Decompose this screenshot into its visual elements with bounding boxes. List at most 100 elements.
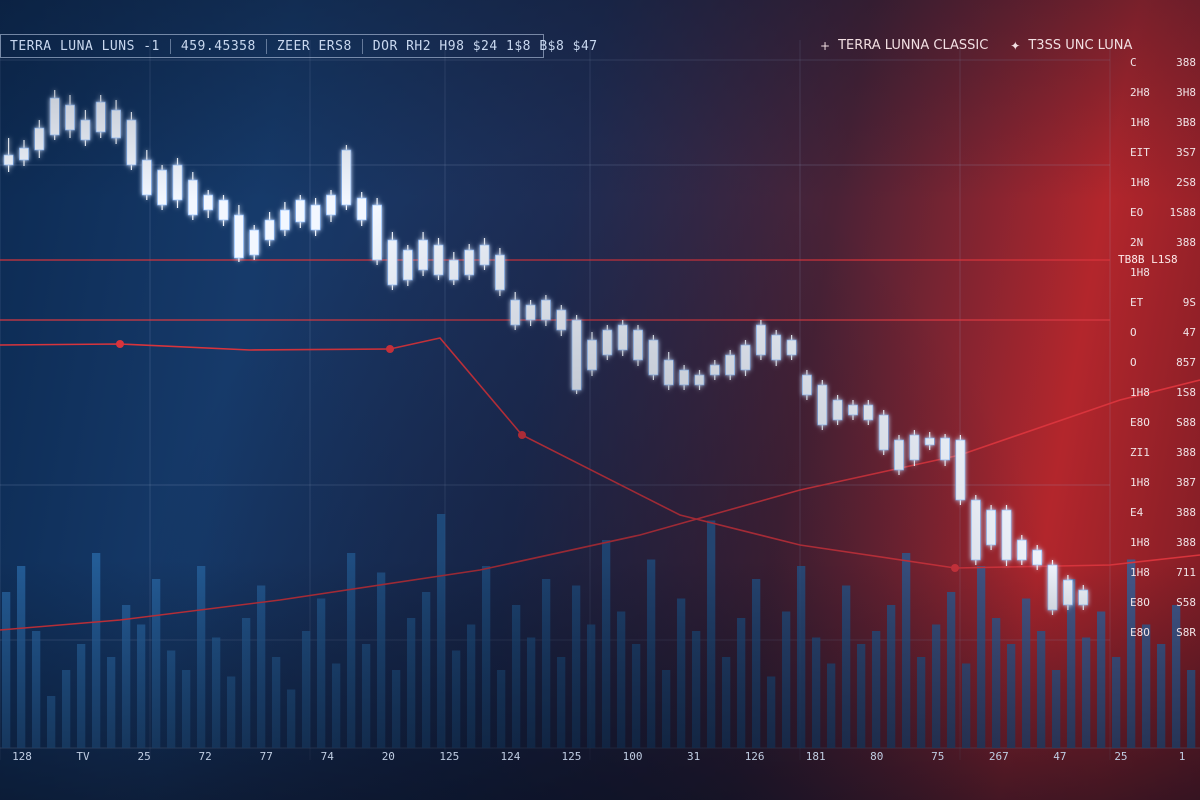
candle-body [1001,509,1012,561]
candle-body [1047,564,1058,611]
x-tick-label: 267 [988,750,1009,763]
volume-bar [497,670,506,748]
volume-bar [257,585,266,748]
candle [786,335,797,360]
volume-bar [512,605,521,748]
volume-bar [2,592,11,748]
candle [34,120,45,158]
candle-body [234,214,244,259]
plus-icon: + [820,38,831,53]
volume-bar [302,631,311,748]
volume-bar [422,592,431,748]
candle [1016,535,1027,565]
candle-body [955,439,966,501]
y-tick-label: O 47 [1130,326,1196,339]
candle [448,252,459,285]
candle-body [725,354,735,376]
trend-line-falling [0,337,1200,569]
candle [970,495,981,565]
candle-body [1078,589,1089,606]
x-tick-label: 181 [805,750,826,763]
y-tick-label: 1H8 711 [1130,566,1196,579]
candle-body [817,384,828,426]
y-tick-label: E8O S58 [1130,596,1196,609]
candle-body [863,404,874,421]
volume-bar [782,611,791,748]
volume-bar [1097,611,1106,748]
candle-body [418,239,428,271]
y-tick-label: E8O S8R [1130,626,1196,639]
candle-body [279,209,290,231]
candle [771,330,782,366]
candle-body [510,299,521,326]
candle [1063,575,1073,610]
candle [433,238,444,280]
candle-body [494,254,505,291]
volume-bar [902,553,911,748]
candle-body [540,299,551,321]
candle-body [126,119,137,166]
x-tick-label: 77 [259,750,273,763]
x-tick-label: TV [76,750,90,763]
trend-marker [518,431,526,439]
volume-bar [602,540,611,748]
volume-bar [77,644,86,748]
candle-body [80,119,91,141]
candle-body [556,309,567,331]
candle [832,395,843,425]
candle-body [402,249,413,281]
candle [479,238,490,270]
candle [725,350,735,380]
volume-bar [587,624,596,748]
volume-bar [977,566,986,748]
candle-body [1016,539,1027,561]
legend-label: TERRA LUNNA CLASSIC [838,38,989,53]
candle [279,202,290,236]
volume-bar [1022,598,1031,748]
x-tick-label: 1 [1178,750,1186,763]
candle-body [786,339,797,356]
indicator-lines [0,259,1200,631]
candle-body [95,101,106,133]
volume-bar [392,670,401,748]
candle [464,244,475,280]
candle [986,505,996,550]
candle-body [602,329,613,356]
volume-bar [137,624,146,748]
candle [1078,585,1089,610]
candle-body [694,374,705,386]
candle-body [740,344,751,371]
chart-grid [0,40,1200,760]
volume-bar [317,598,326,748]
x-tick-label: 47 [1053,750,1067,763]
candle [679,365,689,390]
volume-bar [92,553,101,748]
volume-bar [662,670,671,748]
candle [249,225,260,260]
candle-body [617,324,628,351]
candle [817,380,828,430]
trend-marker [951,564,959,572]
trend-marker [386,345,394,353]
ticker-segment-2: 459.45358 [171,38,267,54]
volume-bar [962,663,971,748]
volume-bar [362,644,371,748]
candle [264,212,275,246]
volume-bar [827,663,836,748]
legend-item-luna[interactable]: ✦ T3SS UNC LUNA [1010,38,1132,53]
volume-bar [812,637,821,748]
candle [187,172,198,220]
candle [95,95,106,138]
candle-body [909,434,920,461]
candle [1047,560,1058,615]
candle-body [679,369,689,386]
candle-body [771,334,782,361]
candle-body [326,194,336,216]
candle-body [970,499,981,561]
candle [709,360,720,380]
candle-body [3,154,14,166]
candle-body [264,219,275,241]
candle [755,320,766,360]
legend-item-classic[interactable]: + TERRA LUNNA CLASSIC [820,38,988,53]
volume-bar [212,637,221,748]
